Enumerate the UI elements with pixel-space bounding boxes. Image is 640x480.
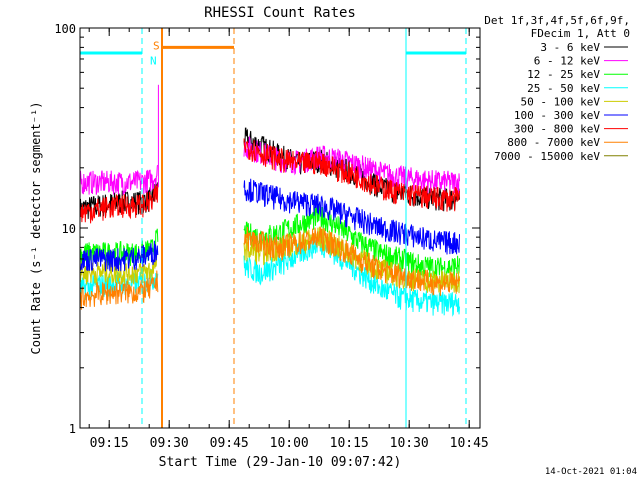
- y-tick-label: 1: [69, 422, 76, 436]
- legend-entry-label: 6 - 12 keV: [534, 55, 601, 68]
- footer-date: 14-Oct-2021 01:04: [545, 467, 637, 477]
- series-800-7000keV-kev: [79, 226, 460, 310]
- x-tick-label: 10:30: [390, 436, 429, 451]
- legend-entry-label: 3 - 6 keV: [540, 41, 600, 54]
- series-line-pre-gap: [79, 183, 159, 224]
- series-line-pre-gap: [79, 164, 159, 196]
- legend-entry-label: 300 - 800 keV: [514, 123, 600, 136]
- y-axis-label: Count Rate (s⁻¹ detector segment⁻¹): [29, 102, 43, 355]
- legend-entry-label: 12 - 25 keV: [527, 68, 600, 81]
- legend-entry-label: 800 - 7000 keV: [507, 136, 600, 149]
- series-line-pre-gap: [79, 270, 159, 310]
- x-tick-label: 10:00: [270, 436, 309, 451]
- legend-entry-label: 25 - 50 keV: [527, 82, 600, 95]
- saa-label: S: [153, 39, 160, 52]
- x-tick-label: 09:15: [90, 436, 129, 451]
- legend-header-line: Det 1f,3f,4f,5f,6f,9f,: [484, 14, 630, 27]
- y-tick-label: 100: [54, 22, 76, 36]
- x-tick-label: 10:45: [450, 436, 489, 451]
- y-tick-label: 10: [62, 222, 76, 236]
- x-tick-label: 09:45: [210, 436, 249, 451]
- series-100-300keV-kev: [79, 178, 460, 272]
- chart-title: RHESSI Count Rates: [204, 5, 356, 21]
- x-axis-label: Start Time (29-Jan-10 09:07:42): [159, 455, 402, 470]
- legend-entry-label: 50 - 100 keV: [521, 95, 601, 108]
- x-tick-label: 10:15: [330, 436, 369, 451]
- legend-entry-label: 100 - 300 keV: [514, 109, 600, 122]
- night-label: N: [150, 54, 157, 67]
- series-line-post-gap: [243, 178, 460, 255]
- x-tick-label: 09:30: [150, 436, 189, 451]
- series-line-pre-gap: [79, 240, 159, 272]
- series-line-post-gap: [243, 138, 460, 212]
- legend-entry-label: 7000 - 15000 keV: [494, 150, 600, 163]
- legend-header-line: FDecim 1, Att 0: [531, 27, 630, 40]
- series-300-800keV-kev: [79, 138, 460, 224]
- series-line-post-gap: [243, 226, 460, 297]
